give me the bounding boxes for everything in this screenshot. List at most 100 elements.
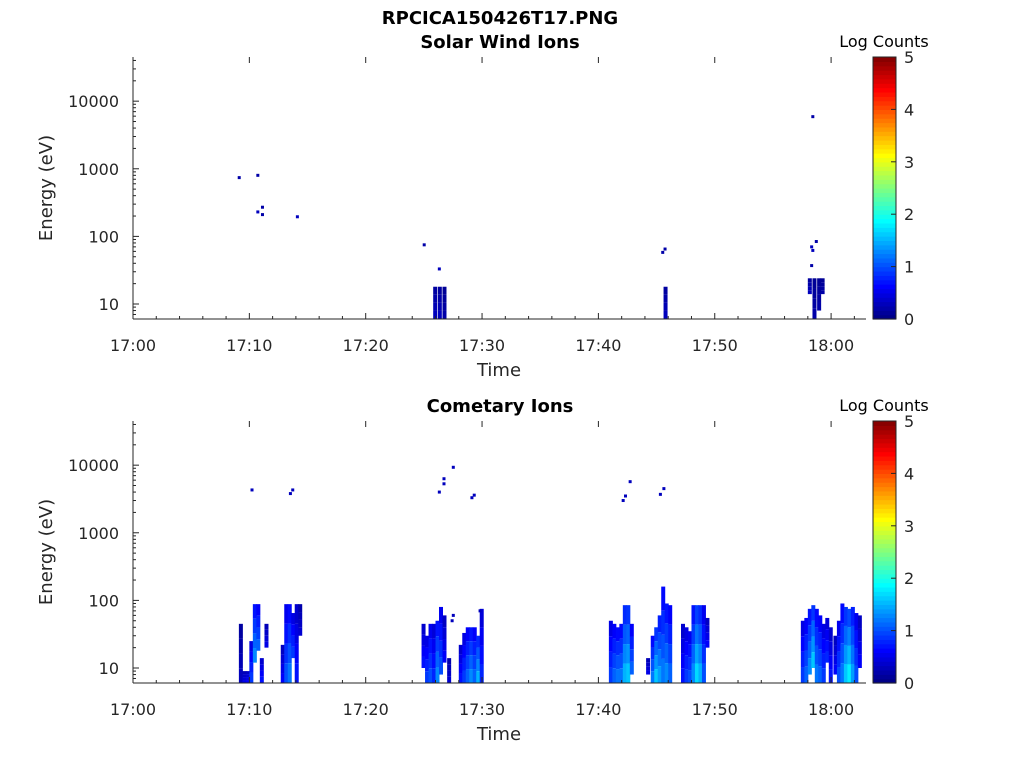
- colorbar-segment: [873, 674, 896, 680]
- data-column: [664, 603, 669, 624]
- colorbar-segment: [873, 669, 896, 675]
- data-column: [657, 649, 662, 667]
- colorbar-segment: [873, 573, 896, 579]
- colorbar-segment: [873, 96, 896, 102]
- colorbar-segment: [873, 310, 896, 316]
- colorbar-segment: [873, 648, 896, 654]
- colorbar-tick-label: 2: [904, 569, 914, 588]
- data-column: [298, 604, 303, 613]
- data-column: [421, 623, 426, 635]
- data-column: [825, 629, 830, 641]
- data-column: [242, 674, 247, 678]
- data-column: [833, 664, 838, 675]
- data-column: [825, 617, 830, 630]
- data-column: [442, 627, 447, 640]
- colorbar-segment: [873, 209, 896, 215]
- data-column: [280, 654, 285, 664]
- colorbar-tick-label: 5: [904, 412, 914, 431]
- x-tick-label: 17:20: [343, 700, 389, 719]
- colorbar-segment: [873, 91, 896, 97]
- data-column: [622, 663, 627, 683]
- colorbar-segment: [873, 231, 896, 237]
- data-point: [451, 613, 455, 617]
- data-column: [615, 669, 620, 683]
- data-column: [654, 627, 659, 642]
- data-column: [442, 639, 447, 651]
- colorbar-segment: [873, 218, 896, 224]
- colorbar-segment: [873, 626, 896, 632]
- data-point: [451, 465, 455, 469]
- data-column: [833, 645, 838, 656]
- data-column: [814, 664, 819, 683]
- colorbar-tick-label: 3: [904, 153, 914, 172]
- y-axis-label: Energy (eV): [36, 135, 57, 241]
- data-column: [462, 670, 467, 683]
- colorbar-segment: [873, 547, 896, 553]
- data-column: [828, 655, 833, 670]
- data-column: [800, 636, 805, 652]
- data-column: [428, 653, 433, 669]
- colorbar-segment: [873, 661, 896, 667]
- colorbar-tick-label: 4: [904, 100, 914, 119]
- data-column: [836, 636, 841, 652]
- colorbar-label: Log Counts: [839, 396, 929, 415]
- data-column: [661, 586, 666, 611]
- data-column: [615, 655, 620, 670]
- data-column: [447, 676, 452, 683]
- data-column: [479, 664, 484, 683]
- data-column: [472, 627, 477, 642]
- data-column: [256, 639, 261, 651]
- data-column: [469, 627, 474, 642]
- data-column: [291, 613, 296, 625]
- x-tick-label: 17:40: [575, 700, 621, 719]
- colorbar-segment: [873, 652, 896, 658]
- colorbar-tick-label: 1: [904, 622, 914, 641]
- data-column: [465, 655, 470, 670]
- colorbar-segment: [873, 262, 896, 268]
- colorbar-segment: [873, 118, 896, 124]
- colorbar-segment: [873, 525, 896, 531]
- colorbar-segment: [873, 538, 896, 544]
- data-point: [256, 210, 260, 214]
- data-column: [661, 658, 666, 683]
- colorbar-segment: [873, 301, 896, 307]
- colorbar-frame: [872, 56, 897, 320]
- data-column: [840, 623, 845, 644]
- data-column: [421, 656, 426, 669]
- data-column: [812, 288, 817, 299]
- colorbar-segment: [873, 192, 896, 198]
- data-column: [650, 635, 655, 648]
- data-point: [256, 173, 260, 177]
- data-column: [242, 677, 247, 681]
- x-axis-label: Time: [476, 724, 521, 745]
- data-column: [684, 627, 689, 642]
- data-column: [820, 286, 825, 291]
- colorbar-segment: [873, 70, 896, 76]
- colorbar-segment: [873, 508, 896, 514]
- data-column: [698, 663, 703, 683]
- data-column: [622, 605, 627, 625]
- data-point: [442, 482, 446, 486]
- data-column: [663, 294, 668, 303]
- data-column: [432, 623, 437, 639]
- data-column: [681, 623, 686, 639]
- data-column: [462, 632, 467, 646]
- colorbar-segment: [873, 174, 896, 180]
- data-column: [626, 605, 631, 625]
- data-column: [298, 612, 303, 620]
- data-column: [432, 668, 437, 683]
- data-point: [291, 488, 295, 492]
- data-column: [804, 634, 809, 651]
- colorbar-segment: [873, 656, 896, 662]
- data-column: [661, 634, 666, 659]
- data-column: [479, 645, 484, 665]
- colorbar-segment: [873, 297, 896, 303]
- data-column: [465, 627, 470, 642]
- data-column: [857, 615, 862, 629]
- colorbar-segment: [873, 201, 896, 207]
- colorbar-segment: [873, 586, 896, 592]
- data-column: [252, 648, 257, 663]
- colorbar-segment: [873, 578, 896, 584]
- data-column: [294, 663, 299, 683]
